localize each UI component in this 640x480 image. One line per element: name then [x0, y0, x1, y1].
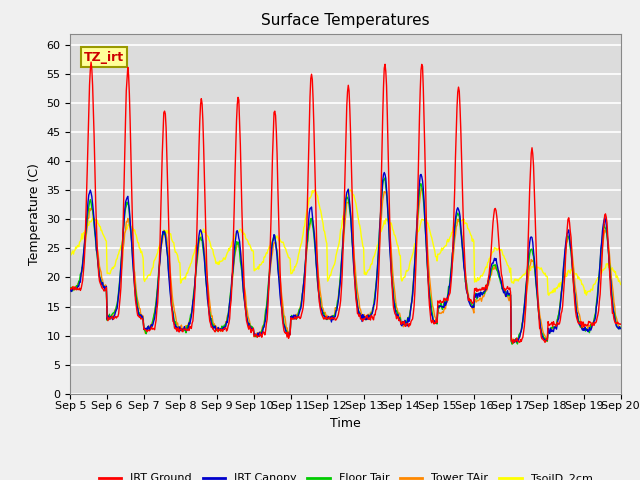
Text: TZ_irt: TZ_irt — [84, 50, 124, 63]
X-axis label: Time: Time — [330, 417, 361, 430]
Legend: IRT Ground, IRT Canopy, Floor Tair, Tower TAir, TsoilD_2cm: IRT Ground, IRT Canopy, Floor Tair, Towe… — [94, 469, 597, 480]
Y-axis label: Temperature (C): Temperature (C) — [28, 163, 41, 264]
Title: Surface Temperatures: Surface Temperatures — [261, 13, 430, 28]
